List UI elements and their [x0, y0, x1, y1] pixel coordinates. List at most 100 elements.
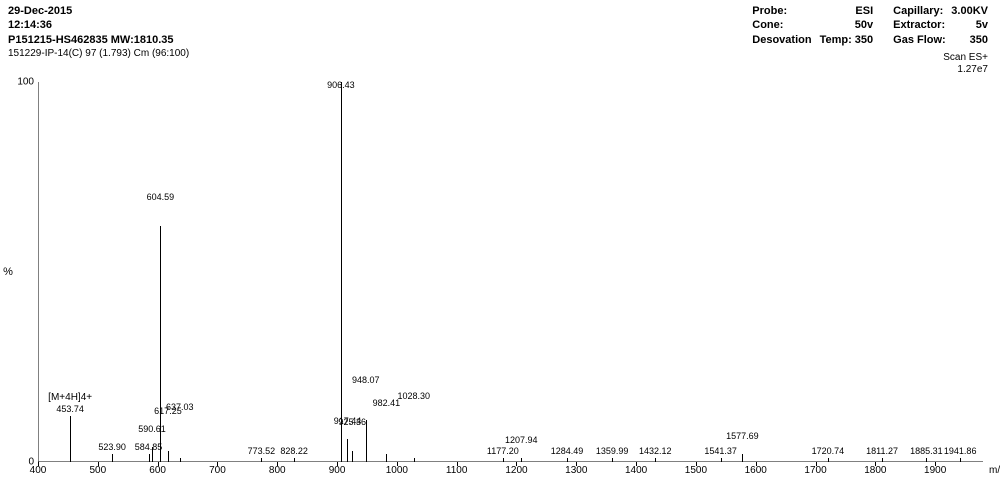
x-tick: 1300: [565, 465, 587, 476]
header-subline: 151229-IP-14(C) 97 (1.793) Cm (96:100): [8, 47, 189, 60]
x-tick-mark: [516, 462, 517, 466]
param-row: Desovation Temp: 350: [752, 33, 873, 47]
scan-label: Scan ES+ 1.27e7: [943, 52, 988, 76]
peak-label: 1207.94: [505, 435, 538, 445]
x-tick: 1000: [386, 465, 408, 476]
header-date: 29-Dec-2015: [8, 4, 189, 18]
peak-label: 1720.74: [812, 446, 845, 456]
peak-bar: [960, 458, 961, 462]
x-tick: 800: [269, 465, 286, 476]
peak-label: 604.59: [147, 192, 175, 202]
peak-label: 1359.99: [596, 446, 629, 456]
peak-label: 637.03: [166, 402, 194, 412]
header-left: 29-Dec-2015 12:14:36 P151215-HS462835 MW…: [8, 4, 189, 60]
param-value: 5v: [976, 18, 988, 32]
header-time: 12:14:36: [8, 18, 189, 32]
peak-label: 523.90: [98, 442, 126, 452]
x-tick: 500: [89, 465, 106, 476]
peak-bar: [567, 458, 568, 462]
param-label: Probe:: [752, 4, 787, 18]
peak-bar: [70, 416, 71, 462]
peak-bar: [503, 458, 504, 462]
param-row: Gas Flow: 350: [893, 33, 988, 47]
peak-bar: [828, 458, 829, 462]
scan-intensity: 1.27e7: [943, 64, 988, 76]
x-tick-mark: [397, 462, 398, 466]
peak-label: 773.52: [248, 446, 276, 456]
params-col2: Capillary: 3.00KV Extractor: 5v Gas Flow: 350: [893, 4, 988, 47]
param-value: 3.00KV: [951, 4, 988, 18]
param-row: Extractor: 5v: [893, 18, 988, 32]
params-col1: Probe: ESI Cone: 50v Desovation Temp: 350: [752, 4, 873, 47]
param-label: Cone:: [752, 18, 783, 32]
param-value: ESI: [855, 4, 873, 18]
x-axis-label: m/z: [985, 465, 1000, 476]
x-tick: 600: [149, 465, 166, 476]
x-tick: 700: [209, 465, 226, 476]
peak-bar: [341, 82, 342, 462]
peak-bar: [414, 458, 415, 462]
peak-bar: [612, 458, 613, 462]
y-axis-label: %: [3, 266, 13, 278]
peak-label: 1941.86: [944, 446, 977, 456]
peak-label: 1811.27: [866, 446, 898, 456]
peak-bar: [366, 420, 367, 462]
x-tick-mark: [816, 462, 817, 466]
peak-bar: [352, 451, 353, 462]
peak-annotation: [M+4H]4+: [48, 392, 92, 403]
peak-label: 1177.20: [487, 446, 519, 456]
param-value: 50v: [855, 18, 873, 32]
peak-label: 584.85: [135, 442, 163, 452]
peak-bar: [926, 458, 927, 462]
peak-bar: [152, 447, 153, 462]
peak-bar: [180, 458, 181, 462]
peak-bar: [655, 458, 656, 462]
x-tick: 1700: [804, 465, 826, 476]
peak-bar: [261, 458, 262, 462]
x-tick: 1800: [864, 465, 886, 476]
param-label: Extractor:: [893, 18, 945, 32]
x-tick-mark: [337, 462, 338, 466]
x-tick: 400: [30, 465, 47, 476]
peak-label: 1284.49: [551, 446, 584, 456]
peak-bar: [149, 454, 150, 462]
x-tick-mark: [457, 462, 458, 466]
x-tick: 1100: [446, 465, 468, 476]
scan-mode: Scan ES+: [943, 52, 988, 64]
param-label: Gas Flow:: [893, 33, 946, 47]
peak-label: 1541.37: [704, 446, 737, 456]
peak-label: 925.36: [338, 417, 366, 427]
param-row: Probe: ESI: [752, 4, 873, 18]
x-tick-mark: [576, 462, 577, 466]
peak-bar: [386, 454, 387, 462]
param-label: Desovation: [752, 33, 811, 47]
x-tick: 1200: [505, 465, 527, 476]
peak-label: 828.22: [280, 446, 308, 456]
peak-label: 1028.30: [398, 391, 431, 401]
header-right: Probe: ESI Cone: 50v Desovation Temp: 350 Cap…: [752, 4, 988, 47]
x-tick-mark: [756, 462, 757, 466]
peak-bar: [168, 451, 169, 462]
x-tick: 1400: [625, 465, 647, 476]
peak-bar: [112, 454, 113, 462]
param-value: 350: [970, 33, 988, 47]
header-sample: P151215-HS462835 MW:1810.35: [8, 33, 189, 47]
peak-label: 906.43: [327, 80, 355, 90]
peak-bar: [347, 439, 348, 462]
x-tick: 1500: [685, 465, 707, 476]
peak-label: 453.74: [56, 404, 84, 414]
peak-label: 590.61: [138, 424, 166, 434]
y-tick-100: 100: [12, 77, 34, 88]
peak-bar: [521, 458, 522, 462]
peak-bar: [160, 226, 161, 462]
param-label: Capillary:: [893, 4, 943, 18]
peak-label: 982.41: [373, 398, 401, 408]
x-tick-mark: [217, 462, 218, 466]
x-tick-mark: [277, 462, 278, 466]
peak-label: 1432.12: [639, 446, 672, 456]
x-tick-mark: [98, 462, 99, 466]
peak-label: 1577.69: [726, 431, 759, 441]
x-tick-mark: [935, 462, 936, 466]
x-tick: 1900: [924, 465, 946, 476]
param-value: Temp: 350: [820, 33, 874, 47]
